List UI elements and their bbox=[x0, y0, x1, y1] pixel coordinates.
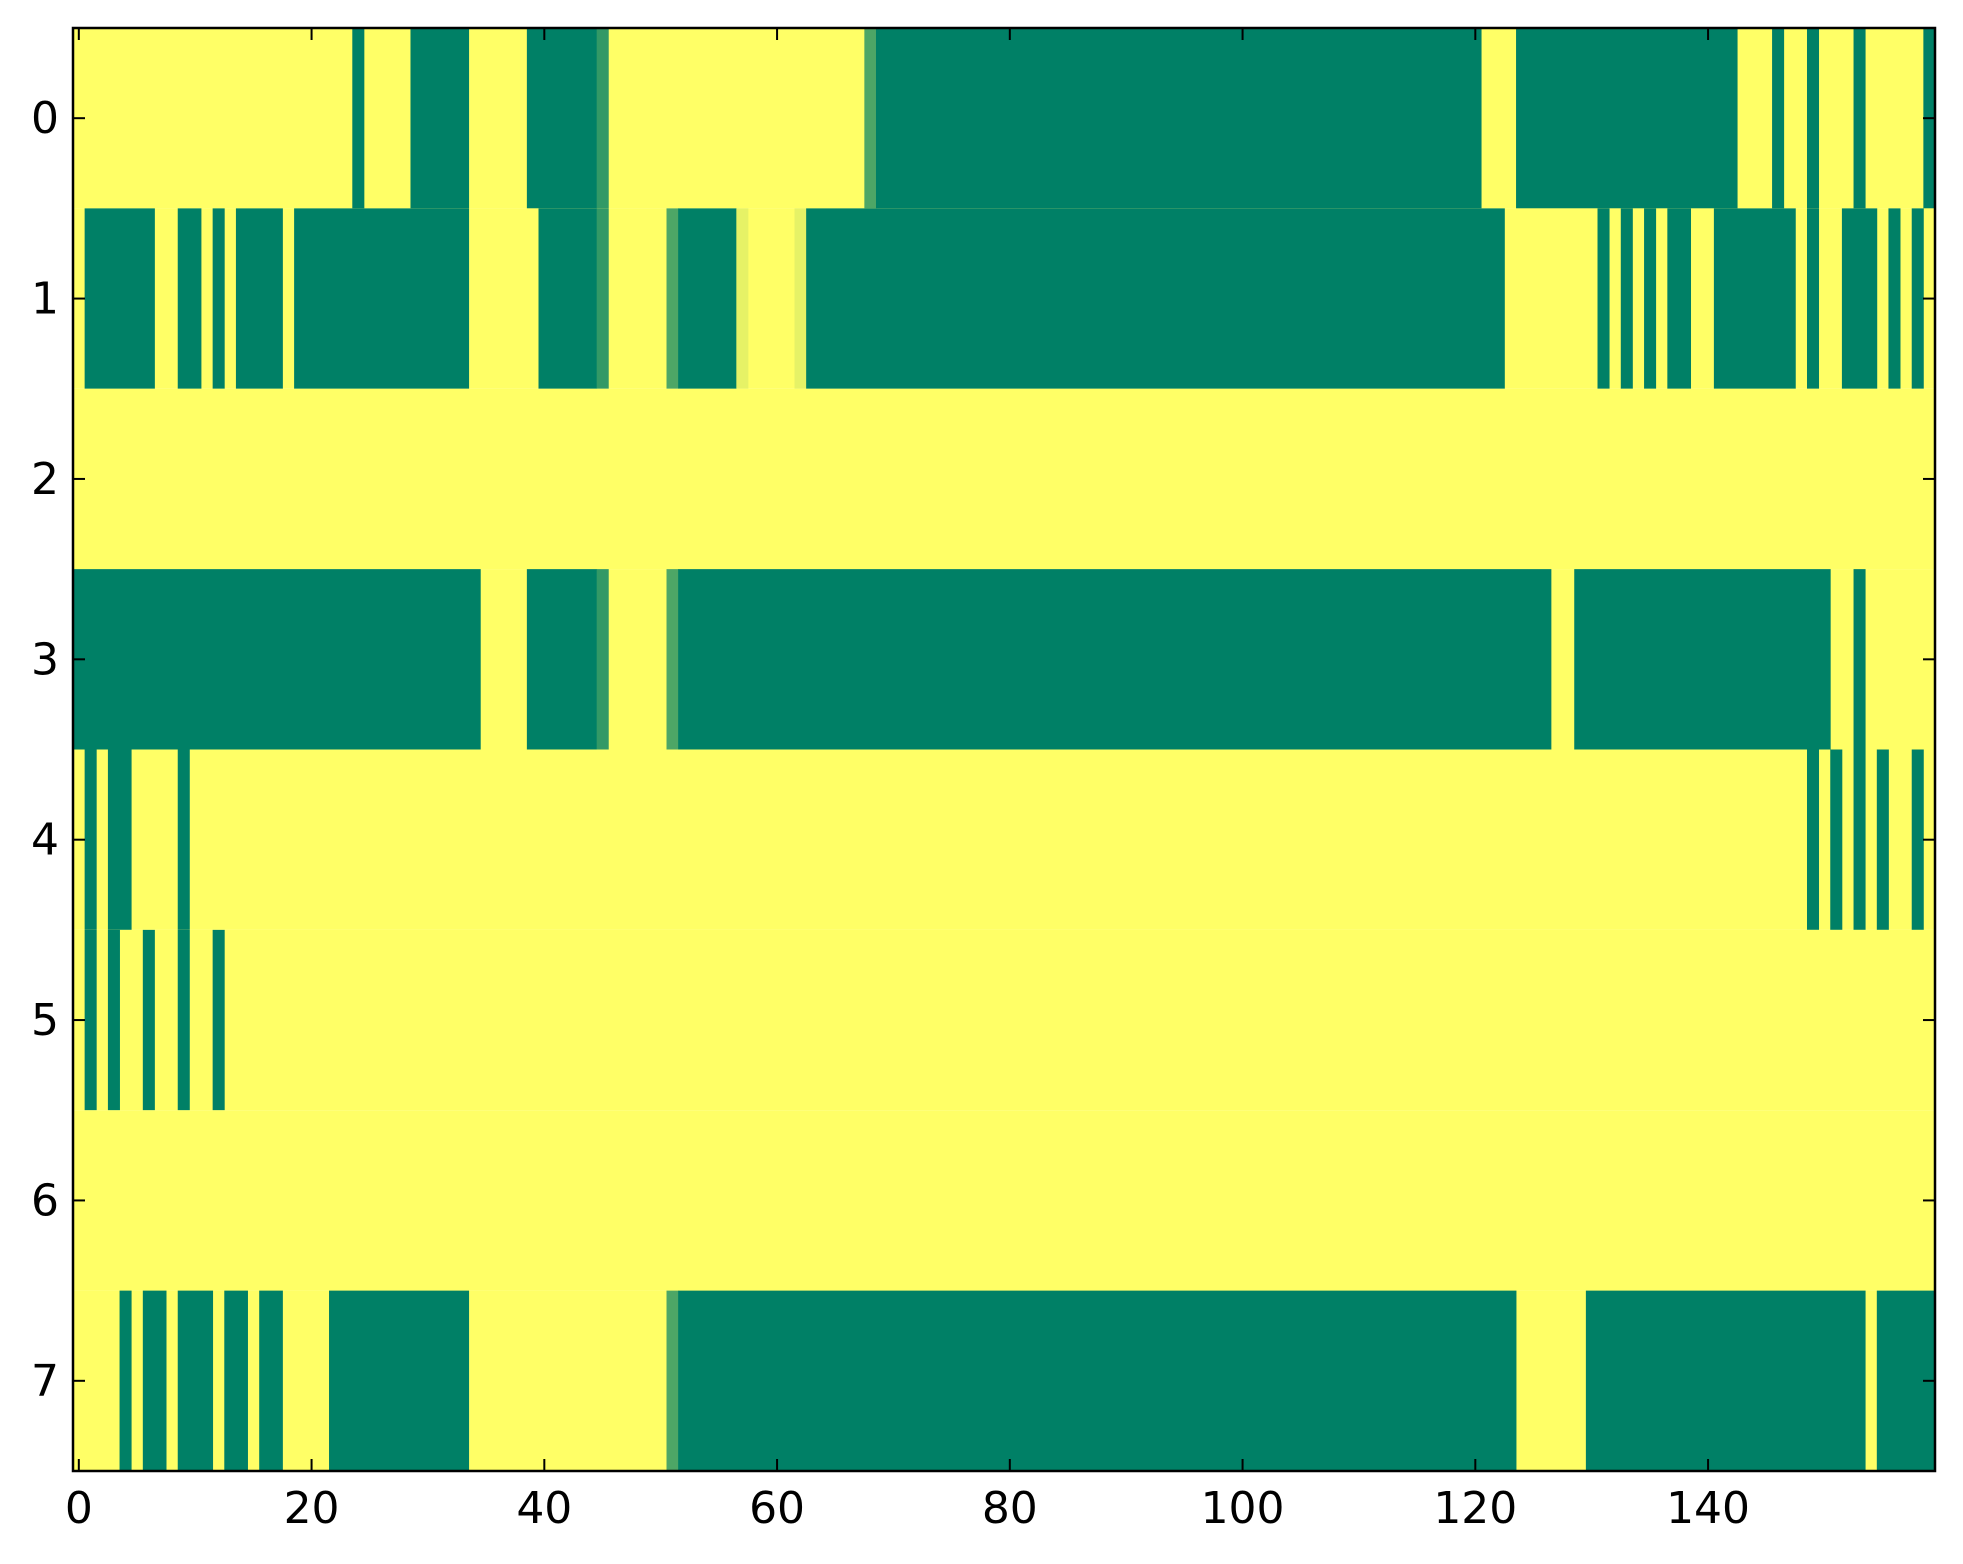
heatmap-cell-block bbox=[1853, 569, 1866, 750]
heatmap-cell-block bbox=[84, 749, 97, 930]
heatmap-cell-block bbox=[235, 208, 283, 389]
y-tick-label: 3 bbox=[31, 634, 59, 685]
heatmap-cell-block bbox=[73, 569, 481, 750]
heatmap-cell-block bbox=[352, 28, 365, 209]
heatmap-cell-block bbox=[107, 749, 132, 930]
heatmap-cell-block bbox=[119, 1290, 132, 1471]
heatmap-cell-block bbox=[177, 1290, 214, 1471]
heatmap-cell-block bbox=[678, 208, 737, 389]
heatmap-cell-block bbox=[1574, 569, 1831, 750]
heatmap-cell-block bbox=[1806, 28, 1820, 209]
heatmap-cell-block bbox=[538, 208, 598, 389]
heatmap-cell-block bbox=[1853, 749, 1866, 930]
heatmap-cell-block bbox=[1806, 208, 1820, 389]
heatmap-row-6-background bbox=[73, 1110, 1935, 1291]
heatmap-cell-block bbox=[806, 208, 1505, 389]
x-tick-label: 60 bbox=[749, 1483, 805, 1534]
axis-ticks bbox=[73, 28, 1935, 1471]
x-tick-label: 120 bbox=[1433, 1483, 1517, 1534]
heatmap-cell-block bbox=[142, 929, 155, 1111]
x-tick-label: 40 bbox=[516, 1483, 572, 1534]
heatmap-cell-block bbox=[1597, 208, 1610, 389]
heatmap-cell-block bbox=[410, 28, 470, 209]
x-tick-label: 100 bbox=[1201, 1483, 1285, 1534]
heatmap-cell-block bbox=[1644, 208, 1657, 389]
heatmap-cell-block bbox=[1713, 208, 1796, 389]
heatmap-cell-block bbox=[1853, 28, 1866, 209]
heatmap-cell-block bbox=[107, 929, 120, 1111]
heatmap-cell-block bbox=[794, 208, 807, 389]
x-tick-label: 0 bbox=[65, 1483, 93, 1534]
heatmap-cell-block bbox=[84, 208, 155, 389]
heatmap-cell-block bbox=[596, 28, 609, 209]
heatmap-cell-block bbox=[678, 569, 1552, 750]
heatmap-cell-block bbox=[1876, 749, 1889, 930]
heatmap-cell-block bbox=[177, 749, 190, 930]
heatmap-cell-block bbox=[329, 1290, 470, 1471]
y-tick-label: 1 bbox=[31, 274, 59, 325]
x-tick-label: 80 bbox=[982, 1483, 1038, 1534]
heatmap-cell-block bbox=[666, 1290, 679, 1471]
heatmap-cell-block bbox=[1830, 749, 1843, 930]
heatmap-cell-block bbox=[1772, 28, 1785, 209]
y-tick-label: 2 bbox=[31, 454, 59, 505]
y-tick-label: 5 bbox=[31, 995, 59, 1046]
heatmap-cell-block bbox=[1620, 208, 1633, 389]
y-tick-label: 0 bbox=[31, 93, 59, 144]
heatmap-cell-block bbox=[142, 1290, 167, 1471]
heatmap-cell-block bbox=[678, 1290, 1517, 1471]
heatmap-cell-block bbox=[84, 929, 97, 1111]
heatmap-cell-block bbox=[1516, 28, 1738, 209]
heatmap-cell-block bbox=[1911, 208, 1924, 389]
heatmap-cell-block bbox=[1806, 749, 1820, 930]
heatmap-cell-block bbox=[224, 1290, 248, 1471]
heatmap-cell-block bbox=[875, 28, 1482, 209]
x-tick-label: 140 bbox=[1666, 1483, 1750, 1534]
heatmap-cell-block bbox=[1667, 208, 1692, 389]
y-tick-labels: 0 1 2 3 4 5 6 7 bbox=[31, 93, 59, 1407]
heatmap-cell-block bbox=[736, 208, 749, 389]
heatmap-cell-block bbox=[1585, 1290, 1866, 1471]
heatmap-cell-block bbox=[259, 1290, 283, 1471]
heatmap-cell-block bbox=[526, 28, 598, 209]
heatmap-cell-block bbox=[1841, 208, 1878, 389]
heatmap-cell-block bbox=[1911, 749, 1924, 930]
heatmap-cells bbox=[73, 28, 1936, 1471]
heatmap-cell-block bbox=[177, 208, 202, 389]
plot-frame bbox=[71, 26, 1937, 1473]
y-tick-label: 4 bbox=[31, 815, 59, 866]
heatmap-cell-block bbox=[212, 208, 225, 389]
heatmap-cell-block bbox=[666, 208, 679, 389]
x-tick-labels: 0 20 40 60 80 100 120 140 bbox=[65, 1483, 1750, 1534]
heatmap-cell-block bbox=[596, 569, 609, 750]
y-tick-label: 7 bbox=[31, 1356, 59, 1407]
heatmap-cell-block bbox=[526, 569, 598, 750]
heatmap-cell-block bbox=[864, 28, 877, 209]
x-tick-label: 20 bbox=[284, 1483, 340, 1534]
heatmap-row-4-background bbox=[73, 749, 1935, 930]
y-tick-label: 6 bbox=[31, 1175, 59, 1226]
heatmap-cell-block bbox=[1888, 208, 1901, 389]
heatmap-cell-block bbox=[294, 208, 470, 389]
heatmap-row-5-background bbox=[73, 929, 1935, 1111]
heatmap-cell-block bbox=[596, 208, 609, 389]
heatmap-cell-block bbox=[666, 569, 679, 750]
heatmap-cell-block bbox=[177, 929, 190, 1111]
heatmap-row-2-background bbox=[73, 388, 1935, 570]
heatmap-cell-block bbox=[212, 929, 225, 1111]
